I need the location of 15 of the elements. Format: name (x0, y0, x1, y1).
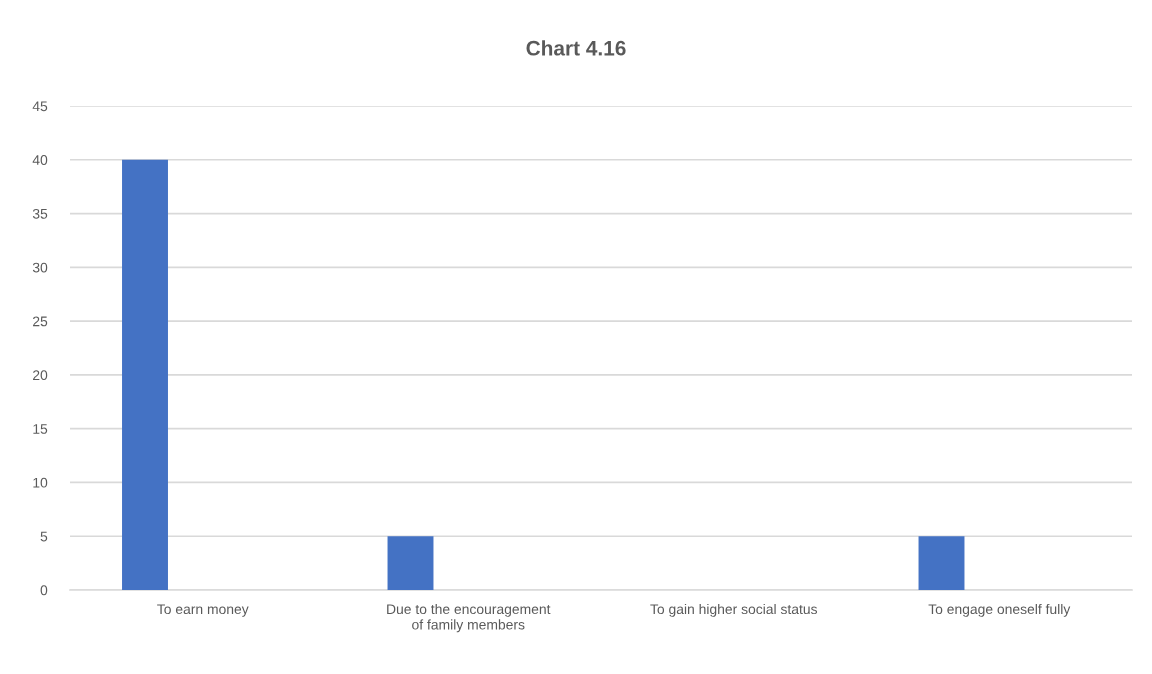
y-tick-label: 0 (40, 585, 48, 596)
y-tick-label: 20 (33, 370, 48, 381)
y-tick-label: 45 (32, 101, 48, 112)
y-tick-label: 30 (32, 262, 48, 273)
x-tick-label: To engage oneself fully (928, 603, 1071, 617)
y-tick-label: 5 (40, 531, 48, 542)
y-tick-label: 35 (32, 208, 48, 219)
y-tick-label: 25 (33, 316, 48, 327)
y-tick-label: 40 (32, 155, 48, 165)
x-tick-label: Due to the encouragement of family members (387, 603, 551, 633)
chart-title: Chart 4.16 (526, 40, 626, 56)
x-tick-label: To earn money (157, 604, 249, 617)
y-tick-label: 10 (33, 477, 48, 488)
x-tick-label: To gain higher social status (650, 603, 818, 617)
y-tick-label: 15 (33, 424, 48, 434)
